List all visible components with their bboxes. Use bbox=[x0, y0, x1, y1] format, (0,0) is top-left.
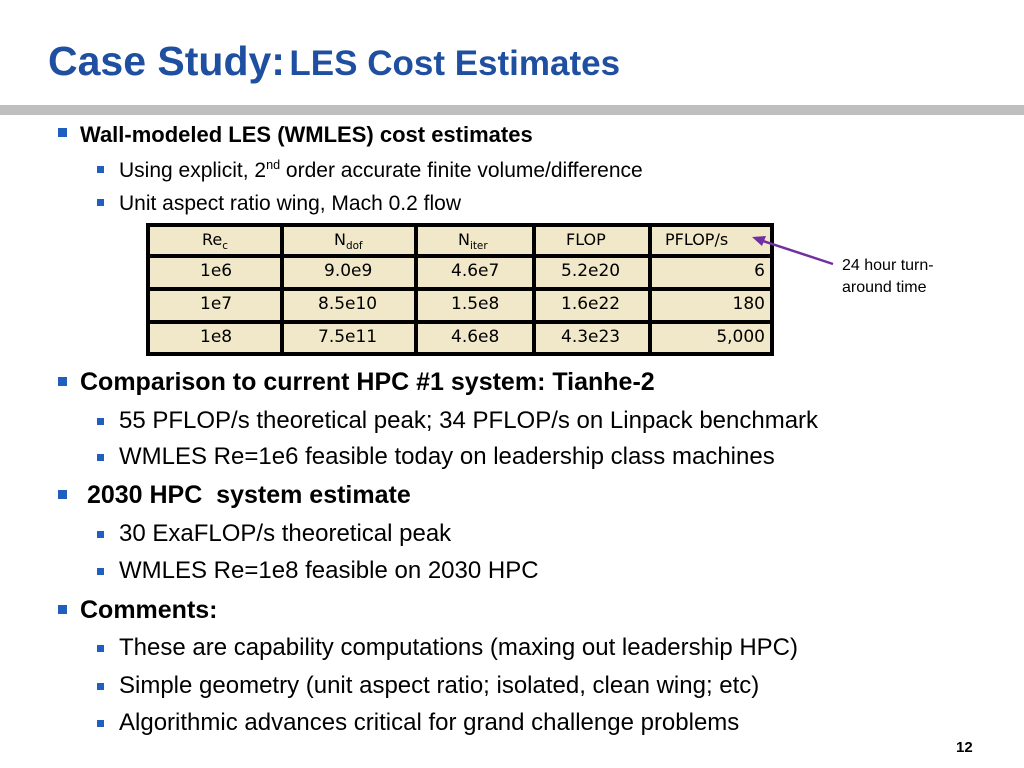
page-number: 12 bbox=[956, 739, 973, 756]
header-sub: c bbox=[222, 240, 228, 253]
slide-title-sub: LES Cost Estimates bbox=[289, 44, 621, 83]
table-cell: 4.6e7 bbox=[418, 258, 532, 287]
table-cell: 1e8 bbox=[150, 324, 280, 352]
cost-estimates-table: Rec Ndof Niter FLOP PFLOP/s 1e6 9.0e9 4.… bbox=[146, 223, 774, 356]
annotation-line-2: around time bbox=[842, 279, 927, 296]
bullet-2-sub-1: 55 PFLOP/s theoretical peak; 34 PFLOP/s … bbox=[119, 407, 819, 434]
table-cell: 1.6e22 bbox=[536, 291, 648, 320]
bullet-3-sub-1: 30 ExaFLOP/s theoretical peak bbox=[119, 520, 452, 547]
bullet-marker-icon bbox=[58, 605, 67, 614]
header-base: N bbox=[334, 230, 346, 249]
header-base: N bbox=[458, 230, 470, 249]
header-base: FLOP bbox=[566, 230, 606, 249]
sub-bullet-marker-icon bbox=[97, 454, 104, 461]
sub-bullet-marker-icon bbox=[97, 720, 104, 727]
annotation-note: 24 hour turn- around time bbox=[842, 255, 934, 299]
bullet-3-text: 2030 HPC system estimate bbox=[80, 481, 411, 509]
sub-bullet-marker-icon bbox=[97, 166, 104, 173]
bullet-marker-icon bbox=[58, 377, 67, 386]
slide-title-main: Case Study: bbox=[48, 38, 285, 84]
bullet-1-sub-1-pre: Using explicit, 2 bbox=[119, 159, 267, 182]
bullet-2-sub-2: WMLES Re=1e6 feasible today on leadershi… bbox=[119, 443, 775, 470]
table-cell: 4.6e8 bbox=[418, 324, 532, 352]
sub-bullet-marker-icon bbox=[97, 568, 104, 575]
table-header-flop: FLOP bbox=[536, 227, 648, 254]
header-base: Re bbox=[202, 230, 223, 249]
table-cell: 180 bbox=[652, 291, 770, 320]
bullet-1-sub-1: Using explicit, 2nd order accurate finit… bbox=[119, 158, 643, 182]
header-sub: dof bbox=[345, 240, 363, 253]
sub-bullet-marker-icon bbox=[97, 531, 104, 538]
sub-bullet-marker-icon bbox=[97, 199, 104, 206]
bullet-4-sub-2: Simple geometry (unit aspect ratio; isol… bbox=[119, 672, 760, 699]
table-cell: 7.5e11 bbox=[284, 324, 414, 352]
table-cell: 6 bbox=[652, 258, 770, 287]
table-cell: 5,000 bbox=[652, 324, 770, 352]
header-base: PFLOP/s bbox=[665, 230, 729, 249]
annotation-line-1: 24 hour turn- bbox=[842, 257, 934, 274]
bullet-1-sub-2: Unit aspect ratio wing, Mach 0.2 flow bbox=[119, 192, 461, 215]
bullet-3-sub-2: WMLES Re=1e8 feasible on 2030 HPC bbox=[119, 557, 539, 584]
table-cell: 1e7 bbox=[150, 291, 280, 320]
sub-bullet-marker-icon bbox=[97, 645, 104, 652]
bullet-1-sub-1-sup: nd bbox=[266, 158, 281, 172]
sub-bullet-marker-icon bbox=[97, 683, 104, 690]
table-header-ndof: Ndof bbox=[284, 227, 414, 254]
table-cell: 1.5e8 bbox=[418, 291, 532, 320]
bullet-1-text: Wall-modeled LES (WMLES) cost estimates bbox=[80, 122, 533, 147]
bullet-1-sub-1-post: order accurate finite volume/difference bbox=[280, 159, 643, 182]
table-cell: 1e6 bbox=[150, 258, 280, 287]
slide-title: Case Study: LES Cost Estimates bbox=[48, 38, 620, 85]
table-cell: 4.3e23 bbox=[536, 324, 648, 352]
table-cell: 8.5e10 bbox=[284, 291, 414, 320]
table-header-pflops: PFLOP/s bbox=[652, 227, 770, 254]
bullet-4-text: Comments: bbox=[80, 596, 218, 624]
table-header-niter: Niter bbox=[418, 227, 532, 254]
sub-bullet-marker-icon bbox=[97, 418, 104, 425]
table-cell: 9.0e9 bbox=[284, 258, 414, 287]
table-cell: 5.2e20 bbox=[536, 258, 648, 287]
bullet-2-text: Comparison to current HPC #1 system: Tia… bbox=[80, 368, 655, 396]
header-sub: iter bbox=[469, 240, 488, 253]
bullet-marker-icon bbox=[58, 490, 67, 499]
title-divider bbox=[0, 105, 1024, 115]
bullet-marker-icon bbox=[58, 128, 67, 137]
bullet-4-sub-3: Algorithmic advances critical for grand … bbox=[119, 709, 740, 736]
bullet-4-sub-1: These are capability computations (maxin… bbox=[119, 634, 798, 661]
table-header-rec: Rec bbox=[150, 227, 280, 254]
